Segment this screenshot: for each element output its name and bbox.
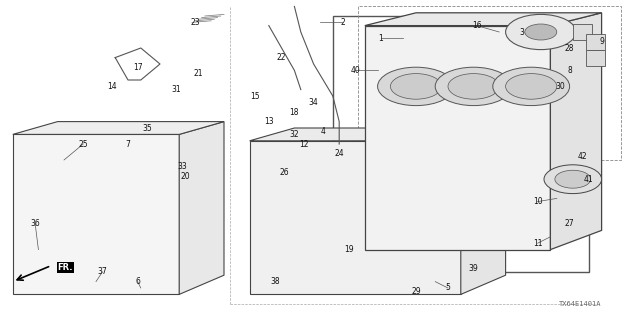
Circle shape — [525, 24, 557, 40]
Text: 5: 5 — [445, 284, 451, 292]
Text: 27: 27 — [564, 220, 575, 228]
Text: 7: 7 — [125, 140, 131, 148]
Text: 34: 34 — [308, 98, 319, 107]
Polygon shape — [461, 128, 506, 294]
Text: 38: 38 — [270, 277, 280, 286]
Text: 17: 17 — [132, 63, 143, 72]
Text: TX64E1401A: TX64E1401A — [559, 301, 602, 307]
Text: 40: 40 — [350, 66, 360, 75]
Polygon shape — [365, 13, 602, 26]
Circle shape — [493, 67, 570, 106]
Text: FR.: FR. — [58, 263, 73, 272]
Circle shape — [448, 74, 499, 99]
Text: 26: 26 — [280, 168, 290, 177]
Text: 29: 29 — [411, 287, 421, 296]
Text: 10: 10 — [532, 197, 543, 206]
Bar — [586, 50, 605, 66]
Polygon shape — [365, 26, 550, 250]
Text: 31: 31 — [171, 85, 181, 94]
Text: 28: 28 — [565, 44, 574, 52]
Text: 8: 8 — [567, 66, 572, 75]
Text: 15: 15 — [250, 92, 260, 100]
Polygon shape — [179, 122, 224, 294]
Text: 39: 39 — [468, 264, 479, 273]
Text: 37: 37 — [97, 268, 108, 276]
Circle shape — [378, 67, 454, 106]
Text: 14: 14 — [107, 82, 117, 91]
Text: 32: 32 — [289, 130, 300, 139]
Text: 16: 16 — [472, 21, 482, 30]
Bar — [573, 24, 592, 40]
Text: 23: 23 — [190, 18, 200, 27]
Text: 35: 35 — [142, 124, 152, 132]
Text: 1: 1 — [378, 34, 383, 43]
Circle shape — [544, 165, 602, 194]
Polygon shape — [250, 141, 461, 294]
Text: 3: 3 — [519, 28, 524, 36]
Text: 9: 9 — [599, 37, 604, 46]
Text: 30: 30 — [555, 82, 565, 91]
Text: 2: 2 — [340, 18, 345, 27]
Circle shape — [555, 170, 591, 188]
Circle shape — [435, 67, 512, 106]
Circle shape — [506, 74, 557, 99]
Polygon shape — [550, 13, 602, 250]
Text: 11: 11 — [533, 239, 542, 248]
Text: 25: 25 — [78, 140, 88, 148]
Text: 41: 41 — [584, 175, 594, 184]
Text: FR.: FR. — [58, 263, 73, 272]
Text: 20: 20 — [180, 172, 191, 180]
Text: 21: 21 — [194, 69, 203, 78]
Text: 19: 19 — [344, 245, 354, 254]
Text: 33: 33 — [177, 162, 188, 171]
Text: 18: 18 — [290, 108, 299, 116]
Bar — [586, 34, 605, 50]
Text: 24: 24 — [334, 149, 344, 158]
Polygon shape — [250, 128, 506, 141]
Text: 4: 4 — [321, 127, 326, 136]
Polygon shape — [13, 122, 224, 134]
Text: 6: 6 — [135, 277, 140, 286]
Text: 42: 42 — [577, 152, 588, 161]
Text: 22: 22 — [277, 53, 286, 62]
Text: 13: 13 — [264, 117, 274, 126]
Text: 12: 12 — [300, 140, 308, 148]
Text: 36: 36 — [30, 220, 40, 228]
Circle shape — [506, 14, 576, 50]
Circle shape — [390, 74, 442, 99]
Polygon shape — [13, 134, 179, 294]
